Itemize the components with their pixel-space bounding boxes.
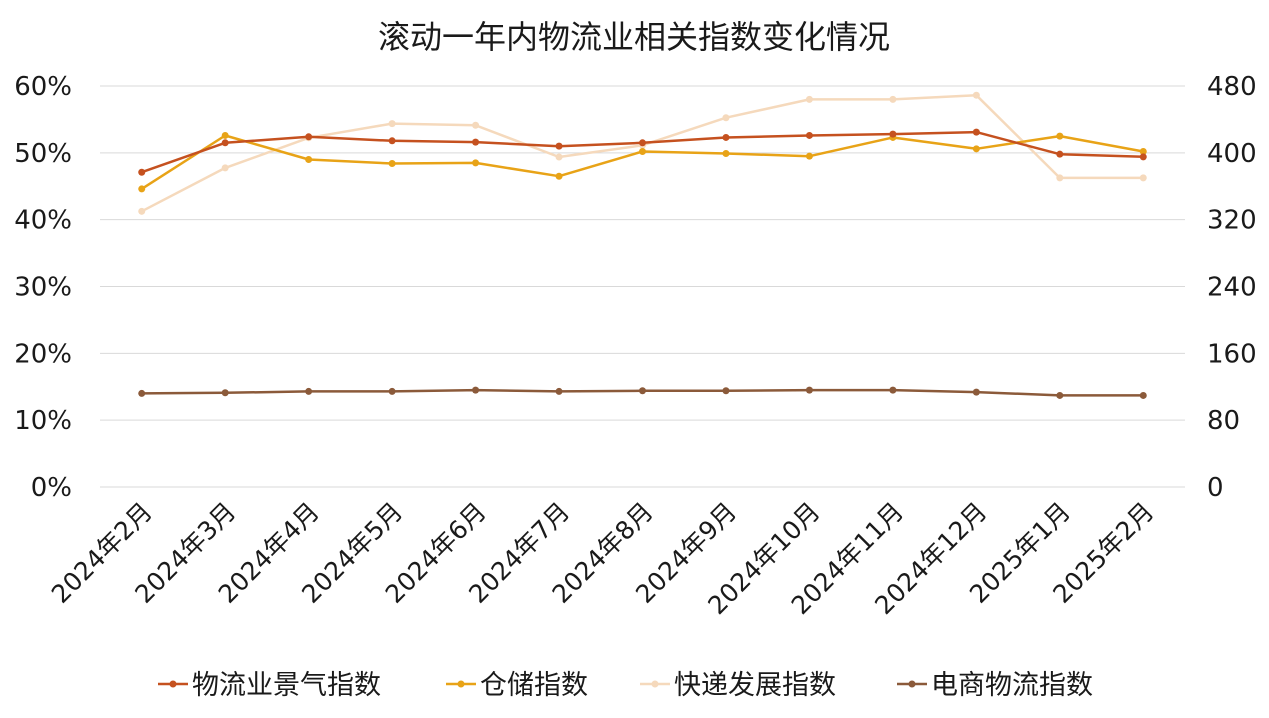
data-point (138, 168, 146, 176)
legend-swatch-dot (457, 680, 465, 688)
left-tick-label: 50% (14, 139, 72, 169)
right-tick-label: 0 (1207, 473, 1224, 503)
data-point (221, 164, 229, 172)
series-layer (138, 91, 1147, 399)
data-point (1056, 150, 1064, 158)
data-point (1139, 153, 1147, 161)
data-point (138, 185, 146, 193)
legend-item: 快递发展指数 (640, 670, 836, 701)
data-point (472, 386, 480, 394)
data-point (555, 142, 563, 150)
data-point (388, 160, 396, 168)
data-point (889, 130, 897, 138)
data-point (639, 387, 646, 395)
left-tick-label: 60% (14, 72, 72, 102)
data-point (972, 91, 980, 99)
data-point (221, 139, 229, 147)
data-point (305, 156, 313, 164)
legend-item: 仓储指数 (446, 670, 588, 701)
data-point (138, 389, 146, 397)
data-point (639, 147, 646, 155)
series-1 (138, 131, 1147, 193)
data-point (805, 152, 813, 160)
data-point (889, 386, 897, 394)
data-point (1139, 174, 1147, 182)
legend: 物流业景气指数 仓储指数 快递发展指数 电商物流指数 (158, 670, 1093, 701)
legend-swatch-dot (651, 680, 659, 688)
data-point (472, 159, 480, 167)
data-point (221, 131, 229, 139)
data-point (722, 114, 730, 122)
data-point (555, 387, 563, 395)
data-point (972, 388, 980, 396)
data-point (472, 138, 480, 146)
series-3 (138, 386, 1147, 399)
data-point (138, 207, 146, 215)
chart-title: 滚动一年内物流业相关指数变化情况 (378, 18, 890, 56)
data-point (472, 121, 480, 129)
data-point (555, 172, 563, 180)
data-point (805, 386, 813, 394)
data-point (972, 128, 980, 136)
data-point (805, 131, 813, 139)
left-tick-label: 10% (14, 406, 72, 436)
right-tick-label: 240 (1207, 273, 1257, 303)
data-point (722, 387, 730, 395)
data-point (388, 120, 396, 128)
data-point (805, 95, 813, 103)
data-point (555, 153, 563, 161)
data-point (972, 145, 980, 153)
legend-swatch-dot (169, 680, 177, 688)
left-tick-label: 30% (14, 273, 72, 303)
legend-label: 快递发展指数 (674, 670, 836, 701)
data-point (305, 133, 313, 141)
legend-label: 物流业景气指数 (192, 670, 381, 701)
series-0 (138, 128, 1147, 176)
right-tick-label: 320 (1207, 206, 1257, 236)
legend-swatch-dot (908, 680, 916, 688)
left-y-axis: 0% 10% 20% 30% 40% 50% 60% (14, 72, 72, 503)
legend-item: 物流业景气指数 (158, 670, 381, 701)
data-point (1056, 132, 1064, 140)
data-point (1139, 391, 1147, 399)
data-point (1056, 174, 1064, 182)
right-y-axis: 0 80 160 240 320 400 480 (1207, 72, 1257, 503)
left-tick-label: 20% (14, 339, 72, 369)
data-point (305, 387, 313, 395)
right-tick-label: 400 (1207, 139, 1257, 169)
x-axis: 2024年2月2024年3月2024年4月2024年5月2024年6月2024年… (46, 497, 1160, 620)
legend-item: 电商物流指数 (897, 670, 1093, 701)
data-point (388, 387, 396, 395)
data-point (722, 133, 730, 141)
left-tick-label: 0% (31, 473, 72, 503)
data-point (722, 150, 730, 158)
right-tick-label: 480 (1207, 72, 1257, 102)
data-point (221, 389, 229, 397)
data-point (639, 139, 646, 147)
right-tick-label: 160 (1207, 339, 1257, 369)
data-point (388, 137, 396, 145)
right-tick-label: 80 (1207, 406, 1240, 436)
data-point (1139, 147, 1147, 155)
left-tick-label: 40% (14, 206, 72, 236)
legend-label: 电商物流指数 (931, 670, 1093, 701)
data-point (889, 95, 897, 103)
data-point (1056, 391, 1064, 399)
legend-label: 仓储指数 (480, 670, 588, 701)
